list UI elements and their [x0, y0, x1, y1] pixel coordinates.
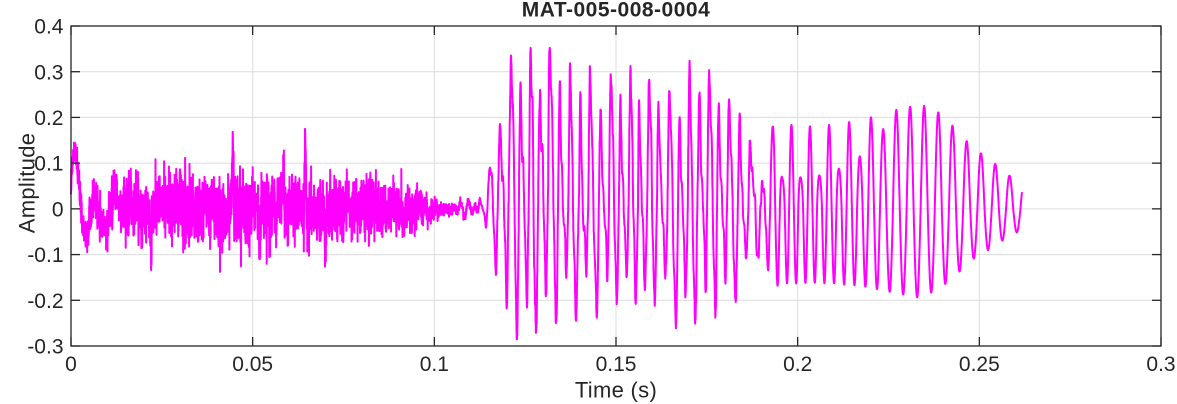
- svg-text:0.15: 0.15: [596, 353, 637, 376]
- svg-text:0.1: 0.1: [420, 353, 449, 376]
- svg-text:MAT-005-008-0004: MAT-005-008-0004: [522, 0, 711, 22]
- svg-text:0.2: 0.2: [783, 353, 812, 376]
- svg-text:0.4: 0.4: [34, 16, 64, 39]
- svg-text:Amplitude: Amplitude: [15, 133, 40, 234]
- svg-text:0.25: 0.25: [959, 353, 1000, 376]
- svg-text:-0.1: -0.1: [27, 244, 63, 267]
- svg-text:0.1: 0.1: [34, 153, 63, 176]
- svg-text:-0.3: -0.3: [27, 336, 63, 359]
- svg-text:Time (s): Time (s): [575, 378, 657, 403]
- svg-text:0: 0: [52, 198, 64, 221]
- svg-text:0: 0: [65, 353, 77, 376]
- svg-text:0.3: 0.3: [1146, 353, 1175, 376]
- svg-text:-0.2: -0.2: [27, 290, 63, 313]
- svg-text:0.2: 0.2: [34, 107, 63, 130]
- svg-text:0.3: 0.3: [34, 61, 63, 84]
- svg-text:0.05: 0.05: [232, 353, 273, 376]
